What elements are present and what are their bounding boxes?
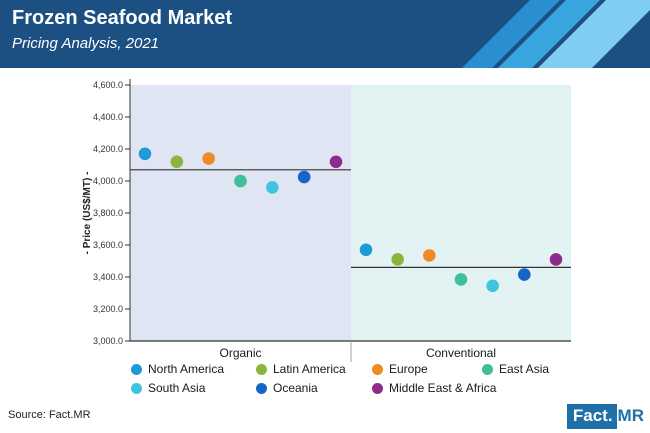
chart-title: Frozen Seafood Market xyxy=(12,7,233,29)
legend-item: Europe xyxy=(372,362,428,376)
data-point xyxy=(170,155,184,169)
chart-subtitle: Pricing Analysis, 2021 xyxy=(12,35,160,52)
logo-left: Fact. xyxy=(566,404,617,429)
legend-label: Latin America xyxy=(273,362,346,376)
conventional-panel xyxy=(351,85,571,341)
header-background xyxy=(0,0,650,68)
y-tick-label: 4,600.0 xyxy=(93,80,123,90)
legend-swatch xyxy=(256,363,267,375)
legend-swatch xyxy=(131,363,142,375)
legend-label: Middle East & Africa xyxy=(389,381,497,395)
data-point xyxy=(138,147,152,161)
legend-label: South Asia xyxy=(148,381,206,395)
y-tick-label: 4,000.0 xyxy=(93,176,123,186)
legend-label: Oceania xyxy=(273,381,318,395)
legend-swatch xyxy=(372,382,383,394)
y-tick-label: 4,400.0 xyxy=(93,112,123,122)
data-point xyxy=(202,152,215,165)
legend-item: North America xyxy=(131,362,224,376)
legend-swatch xyxy=(372,363,383,375)
chart-legend: North America Latin America Europe East Asi… xyxy=(0,362,650,402)
factmr-logo: Fact. MR xyxy=(566,404,646,429)
data-point xyxy=(266,181,279,194)
y-tick-label: 4,200.0 xyxy=(93,144,123,154)
y-tick-label: 3,600.0 xyxy=(93,240,123,250)
y-tick-label: 3,400.0 xyxy=(93,272,123,282)
logo-right: MR xyxy=(616,404,646,429)
data-point xyxy=(486,279,499,293)
legend-swatch xyxy=(131,382,142,394)
scatter-chart: 3,000.0 3,200.0 3,400.0 3,600.0 3,800.0 4,000… xyxy=(82,79,571,362)
legend-label: Europe xyxy=(389,362,428,376)
data-point xyxy=(454,273,468,286)
y-tick-label: 3,000.0 xyxy=(93,336,123,346)
legend-label: East Asia xyxy=(499,362,550,376)
legend-swatch xyxy=(256,382,267,394)
data-point xyxy=(518,268,531,281)
data-point xyxy=(549,253,563,266)
y-axis-title: - Price (US$/MT) - xyxy=(82,172,93,255)
data-point xyxy=(391,253,404,266)
category-label: Organic xyxy=(219,346,261,360)
organic-panel xyxy=(130,85,351,341)
data-point xyxy=(234,174,247,188)
category-label: Conventional xyxy=(426,346,496,360)
y-tick-label: 3,800.0 xyxy=(93,208,123,218)
legend-item: Latin America xyxy=(256,362,346,376)
header-banner: Frozen Seafood Market Pricing Analysis, … xyxy=(0,0,650,68)
data-point xyxy=(423,249,436,262)
data-point xyxy=(329,155,343,169)
data-point xyxy=(297,170,311,184)
legend-item: East Asia xyxy=(482,362,549,376)
legend-label: North America xyxy=(148,362,225,376)
legend-item: Middle East & Africa xyxy=(372,381,496,395)
legend-item: Oceania xyxy=(256,381,318,395)
legend-swatch xyxy=(482,363,493,375)
legend-item: South Asia xyxy=(131,381,205,395)
source-note: Source: Fact.MR xyxy=(8,409,91,421)
y-tick-label: 3,200.0 xyxy=(93,304,123,314)
data-point xyxy=(359,243,373,257)
